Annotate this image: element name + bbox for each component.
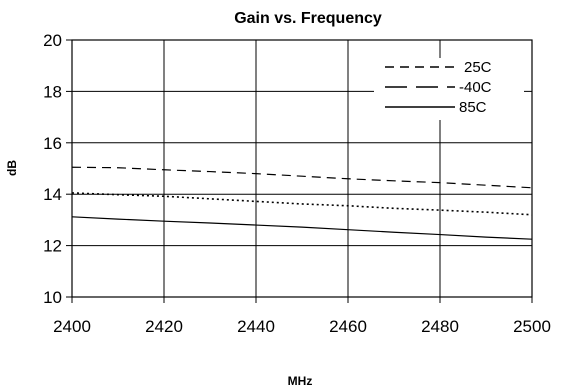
- x-tick-label: 2420: [145, 317, 183, 336]
- series-line-85c: [71, 216, 533, 240]
- x-tick-label: 2480: [421, 317, 459, 336]
- x-tick-label: 2460: [329, 317, 367, 336]
- y-tick-label: 16: [43, 134, 62, 153]
- series-line-25c: [71, 166, 533, 189]
- legend-label-minus40c: -40C: [459, 79, 492, 96]
- x-tick-label: 2400: [53, 317, 91, 336]
- y-tick-label: 12: [43, 237, 62, 256]
- y-tick-label: 18: [43, 82, 62, 101]
- y-axis-label: dB: [5, 160, 19, 176]
- plot-area-frame: [71, 39, 533, 298]
- series-lines: [71, 166, 533, 240]
- legend-label-85c: 85C: [459, 99, 487, 116]
- tick-labels: 10 12 14 16 18 20 2400 2420 2440 2460 2480 2500: [43, 31, 551, 336]
- y-tick-label: 20: [43, 31, 62, 50]
- y-tick-label: 10: [43, 288, 62, 307]
- x-tick-label: 2500: [513, 317, 551, 336]
- x-tick-label: 2440: [237, 317, 275, 336]
- legend-background: [374, 58, 524, 120]
- series-line-40c: [71, 192, 533, 216]
- legend: 25C -40C 85C: [374, 58, 524, 120]
- y-tick-label: 14: [43, 185, 62, 204]
- legend-label-25c: 25C: [464, 59, 492, 76]
- x-axis-label: MHz: [288, 374, 313, 388]
- chart-title: Gain vs. Frequency: [234, 10, 382, 27]
